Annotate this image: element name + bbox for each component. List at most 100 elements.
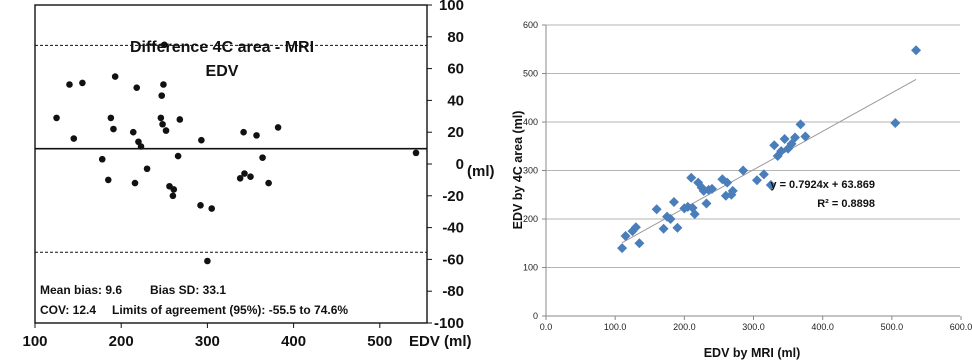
sc-data-point: [751, 175, 762, 186]
sc-data-point: [765, 180, 776, 191]
ba-data-point: [169, 192, 177, 200]
sc-x-tick-label: 500.0: [881, 322, 904, 332]
sc-data-point: [795, 119, 806, 130]
sc-equation: y = 0.7924x + 63.869: [770, 179, 875, 191]
ba-x-axis-label: EDV (ml): [409, 333, 472, 350]
sc-data-point: [769, 140, 780, 151]
sc-x-axis-label: EDV by MRI (ml): [704, 346, 801, 360]
sc-y-tick-label: 200: [523, 214, 538, 224]
ba-data-point: [176, 116, 184, 123]
sc-data-point: [672, 222, 683, 233]
ba-data-point: [236, 175, 244, 182]
ba-x-tick-labels: 100 200 300 400 500: [22, 323, 392, 350]
sc-data-point: [665, 214, 676, 224]
sc-data-point: [651, 204, 662, 215]
sc-x-tick-label: 600.0: [950, 322, 972, 332]
sc-y-tick-label: 600: [523, 20, 538, 30]
ba-mean-bias: Mean bias: 9.6: [40, 283, 122, 297]
ba-data-point: [412, 149, 420, 157]
correlation-scatter-plot: 0 100 200 300 400 500 600 0.0 100.0 200.0 300.0 40…: [511, 20, 972, 360]
ba-x-tick-label: 100: [22, 333, 47, 350]
ba-data-point: [157, 114, 165, 122]
ba-x-tick-label: 300: [195, 333, 220, 350]
ba-x-tick-label: 200: [109, 333, 134, 350]
ba-data-point: [198, 136, 205, 144]
ba-y-tick-label: 100: [439, 0, 464, 14]
ba-data-point: [158, 92, 166, 99]
sc-data-point: [620, 230, 631, 241]
ba-data-point: [265, 179, 272, 187]
sc-y-axis-label: EDV by 4C area (ml): [511, 111, 525, 230]
sc-y-tick-label: 400: [523, 117, 538, 127]
ba-data-point: [70, 135, 78, 142]
sc-y-tick-label: 300: [523, 166, 538, 176]
ba-data-point: [133, 84, 141, 91]
ba-reference-lines: [35, 44, 427, 253]
sc-data-point: [630, 222, 641, 233]
ba-data-point: [137, 143, 145, 150]
sc-y-tick-label: 100: [523, 263, 538, 273]
ba-y-tick-label: -80: [442, 283, 464, 300]
ba-cov: COV: 12.4: [40, 303, 96, 317]
sc-gridlines: [546, 24, 960, 268]
ba-y-tick-label: -40: [442, 220, 464, 237]
ba-data-point: [197, 202, 204, 209]
sc-data-point: [668, 197, 679, 208]
ba-data-point: [104, 176, 112, 184]
ba-data-point: [131, 179, 139, 187]
ba-x-tick-label: 400: [281, 333, 306, 350]
ba-data-point: [107, 114, 115, 122]
ba-data-point: [129, 128, 137, 136]
ba-data-point: [204, 257, 211, 265]
sc-x-tick-label: 0.0: [540, 322, 553, 332]
ba-x-tick-label: 500: [367, 333, 392, 350]
ba-y-tick-label: 0: [456, 156, 464, 173]
sc-y-tick-labels: 0 100 200 300 400 500 600: [523, 20, 546, 321]
sc-data-point: [701, 198, 712, 209]
ba-data-point: [66, 81, 73, 88]
ba-data-point: [259, 154, 266, 161]
ba-y-tick-label: 20: [447, 124, 464, 141]
ba-data-point: [208, 205, 216, 212]
sc-y-tick-label: 0: [533, 311, 538, 321]
ba-y-tick-label: 40: [447, 92, 464, 109]
ba-data-point: [111, 73, 119, 80]
ba-y-tick-label: 60: [447, 61, 464, 78]
ba-limits: Limits of agreement (95%): -55.5 to 74.6…: [112, 303, 348, 317]
ba-data-point: [98, 155, 106, 163]
sc-y-tick-label: 500: [523, 69, 538, 79]
ba-data-point: [253, 132, 260, 139]
ba-data-point: [162, 127, 170, 134]
ba-y-axis-unit: (ml): [467, 163, 495, 180]
ba-data-point: [241, 170, 248, 177]
ba-data-point: [143, 165, 151, 173]
ba-data-point: [240, 128, 247, 136]
sc-data-point: [911, 45, 922, 56]
ba-points-layer: [53, 41, 420, 265]
ba-data-point: [247, 173, 254, 181]
ba-data-point: [79, 79, 86, 87]
sc-data-point: [689, 209, 700, 220]
sc-data-point: [758, 169, 769, 180]
ba-y-tick-labels: 100 80 60 40 20 0 -20 -40 -60 -80 -100: [427, 0, 464, 332]
ba-y-tick-label: -60: [442, 251, 464, 268]
sc-data-point: [890, 117, 901, 128]
sc-data-point: [800, 131, 811, 142]
ba-data-point: [110, 125, 117, 133]
ba-subtitle: EDV: [206, 63, 239, 80]
ba-data-point: [274, 124, 282, 131]
sc-x-tick-label: 400.0: [811, 322, 834, 332]
sc-data-point: [658, 223, 669, 234]
sc-data-point: [686, 172, 697, 183]
ba-bias-sd: Bias SD: 33.1: [150, 283, 226, 297]
sc-r-squared: R² = 0.8898: [817, 198, 875, 210]
sc-data-point: [722, 177, 733, 188]
sc-data-point: [617, 243, 628, 254]
sc-x-tick-label: 100.0: [604, 322, 627, 332]
sc-data-point: [790, 132, 801, 143]
sc-data-point: [779, 133, 790, 144]
sc-data-point: [727, 185, 738, 196]
ba-data-point: [160, 81, 167, 88]
